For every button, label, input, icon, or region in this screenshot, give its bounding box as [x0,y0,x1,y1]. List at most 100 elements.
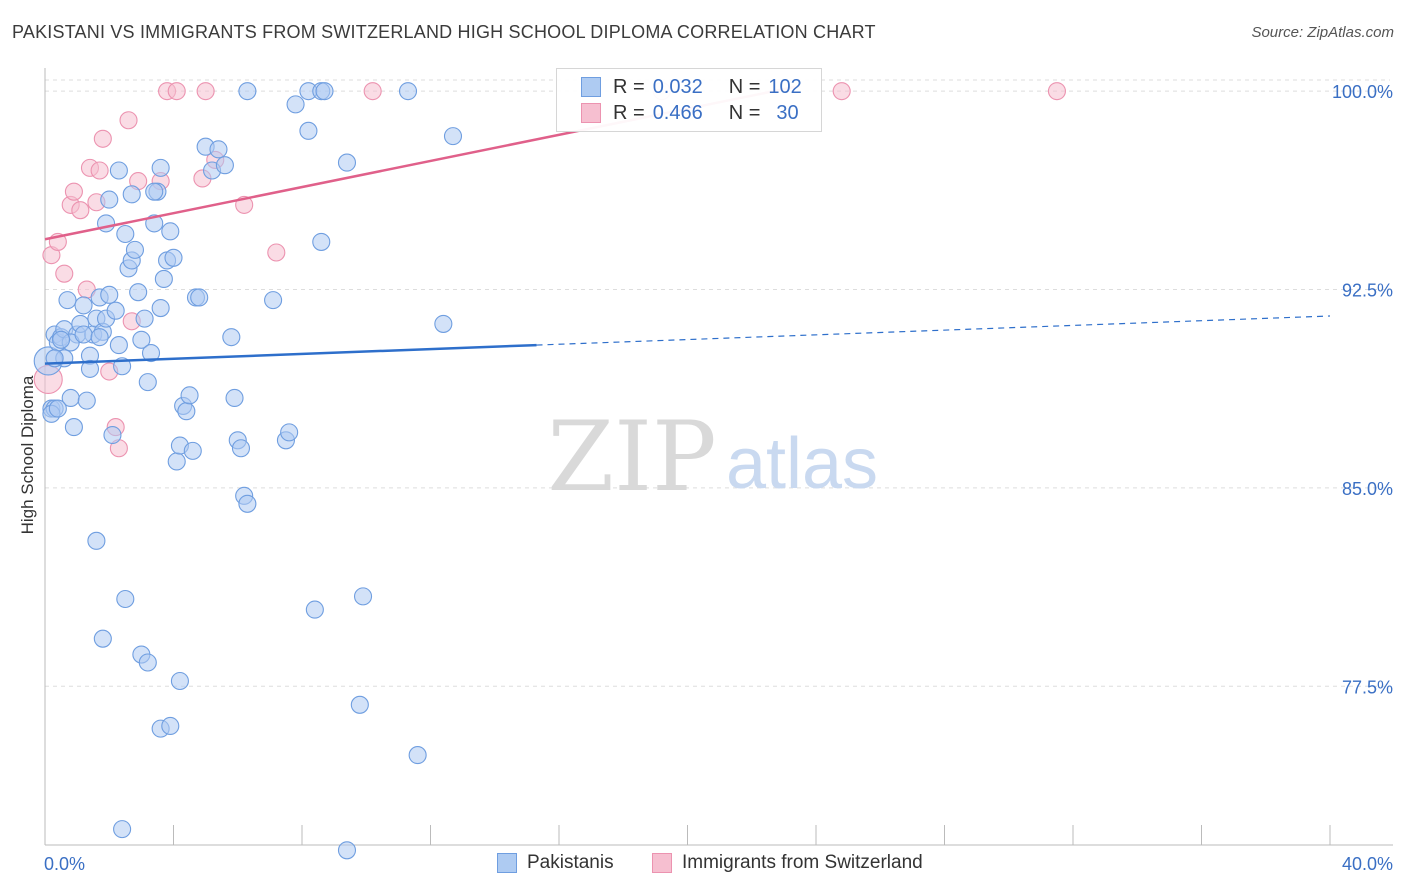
legend-row-switzerland: R = 0.466 N = 30 [581,101,799,125]
data-point [141,343,161,363]
data-point [122,185,141,204]
data-point [77,391,96,410]
series-pakistanis [33,82,463,860]
data-point [353,587,373,606]
axes [44,68,1393,846]
data-point [238,494,257,513]
legend-swatch-pink [652,853,672,873]
legend-item-pakistanis[interactable]: Pakistanis [497,852,614,874]
data-point [58,291,77,310]
y-axis-label: High School Diploma [18,375,37,535]
data-point [125,240,144,259]
legend-swatch-pink [581,103,601,123]
legend-n-label: N = [728,75,761,98]
data-point [183,441,202,460]
data-point [363,82,382,101]
data-point [55,264,74,283]
watermark-atlas: atlas [726,424,878,504]
y-tick-label: 77.5% [1342,677,1393,697]
source-label: Source: ZipAtlas.com [1251,24,1394,41]
data-point [109,336,128,355]
legend-r-value: 0.466 [652,101,703,124]
data-point [167,452,186,471]
data-point [1047,82,1066,101]
chart-title: PAKISTANI VS IMMIGRANTS FROM SWITZERLAND… [12,22,876,42]
correlation-legend: R = 0.032 N = 102 R = 0.466 N = 30 [556,68,822,132]
x-tick-label: 40.0% [1342,854,1393,874]
legend-r-label: R = [613,101,645,124]
legend-label-pakistanis: Pakistanis [527,852,614,873]
legend-r-value: 0.032 [652,75,703,98]
data-point [209,140,228,159]
legend-item-switzerland[interactable]: Immigrants from Switzerland [652,852,923,874]
watermark: ZIP atlas [547,401,878,513]
data-point [154,269,173,289]
data-point [116,224,135,244]
data-point [215,156,234,175]
legend-label-switzerland: Immigrants from Switzerland [682,852,923,873]
legend-n-value: 30 [776,101,799,124]
data-point [48,399,67,418]
series-legend: Pakistanis Immigrants from Switzerland [0,852,1406,878]
legend-swatch-blue [497,853,517,873]
data-point [161,222,180,241]
data-point [138,653,157,672]
data-point [151,299,170,318]
data-point [225,388,244,408]
data-point [64,182,83,201]
series-immigrants-from-switzerland [33,82,1066,458]
data-point [167,82,186,101]
data-point [103,425,122,445]
data-point [443,127,463,146]
data-point [135,309,154,328]
data-point [151,158,170,177]
data-point [305,600,324,619]
legend-n-value: 102 [768,75,802,98]
data-point [109,161,128,180]
data-point [832,82,851,101]
data-point [267,243,286,262]
trend-line-pakistanis [44,343,537,365]
data-point [93,129,112,148]
data-point [286,95,305,114]
data-point [196,82,215,101]
data-point [87,531,106,550]
data-point [138,373,157,392]
data-point [238,82,257,101]
data-point [106,301,125,320]
data-point [280,423,299,442]
legend-n-label: N = [728,101,761,124]
data-point [129,283,148,302]
data-point [337,841,357,860]
data-point [80,359,100,378]
y-tick-label: 85.0% [1342,479,1393,499]
data-point [190,288,209,307]
data-point [222,328,241,347]
data-point [71,201,90,220]
data-point [170,671,189,691]
data-point [164,248,183,267]
data-point [90,161,109,180]
data-point [398,82,418,101]
data-point [132,330,151,349]
tick-labels: 100.0% 92.5% 85.0% 77.5% 0.0% 40.0% [44,82,1393,874]
data-point [145,182,164,201]
data-point [74,296,93,315]
data-point [434,314,453,333]
legend-row-pakistanis: R = 0.032 N = 102 [581,75,802,99]
data-point [337,153,357,172]
legend-swatch-blue [581,77,601,97]
data-point [264,291,283,310]
data-point [74,325,93,344]
y-tick-label: 100.0% [1332,82,1393,102]
data-point [350,695,369,714]
x-tick-label: 0.0% [44,854,85,874]
y-tick-label: 92.5% [1342,281,1393,301]
gridlines [45,79,1390,687]
data-point [312,232,331,251]
data-point [180,386,199,405]
data-point [100,285,119,304]
data-point [299,121,318,140]
data-point [231,439,251,458]
